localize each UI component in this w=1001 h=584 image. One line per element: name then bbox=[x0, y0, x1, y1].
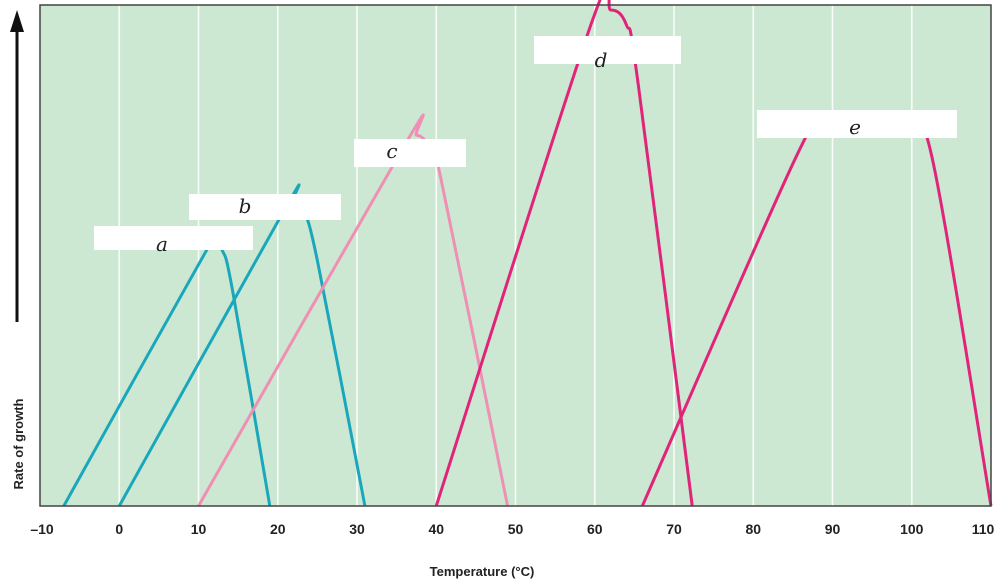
curve-c bbox=[197, 113, 510, 507]
x-tick-label: 50 bbox=[508, 521, 524, 537]
x-tick-label: 80 bbox=[745, 521, 761, 537]
x-tick-label: 110 bbox=[972, 521, 995, 537]
label-box-c bbox=[354, 139, 466, 167]
x-tick-label: 40 bbox=[428, 521, 444, 537]
x-tick-label: 100 bbox=[900, 521, 924, 537]
x-tick-labels: –10 0 10 20 30 40 50 60 70 80 90 100 110 bbox=[30, 521, 994, 537]
label-box-e bbox=[757, 110, 957, 138]
y-axis-label: Rate of growth bbox=[11, 398, 26, 489]
x-tick-label: 70 bbox=[666, 521, 682, 537]
label-box-a bbox=[94, 226, 253, 250]
x-tick-label: 30 bbox=[349, 521, 365, 537]
x-tick-label: 10 bbox=[191, 521, 207, 537]
curve-label-a: a bbox=[156, 232, 168, 256]
curve-label-d: d bbox=[595, 48, 608, 72]
curve-label-c: c bbox=[386, 139, 397, 163]
x-tick-label: 20 bbox=[270, 521, 286, 537]
label-box-b bbox=[189, 194, 341, 220]
curve-label-e: e bbox=[849, 115, 861, 139]
grid bbox=[118, 5, 913, 506]
y-axis-arrow-head bbox=[10, 10, 24, 32]
x-tick-label: –10 bbox=[30, 521, 54, 537]
curve-label-boxes: a b c d e bbox=[94, 36, 957, 256]
plot-frame bbox=[39, 4, 992, 507]
x-axis-label: Temperature (°C) bbox=[430, 564, 535, 579]
x-tick-label: 90 bbox=[825, 521, 841, 537]
curve-d bbox=[434, 0, 694, 507]
x-tick-label: 60 bbox=[587, 521, 603, 537]
x-tick-label: 0 bbox=[115, 521, 123, 537]
y-axis-arrow bbox=[10, 10, 24, 322]
label-box-d bbox=[534, 36, 681, 64]
curve-label-b: b bbox=[239, 194, 252, 218]
